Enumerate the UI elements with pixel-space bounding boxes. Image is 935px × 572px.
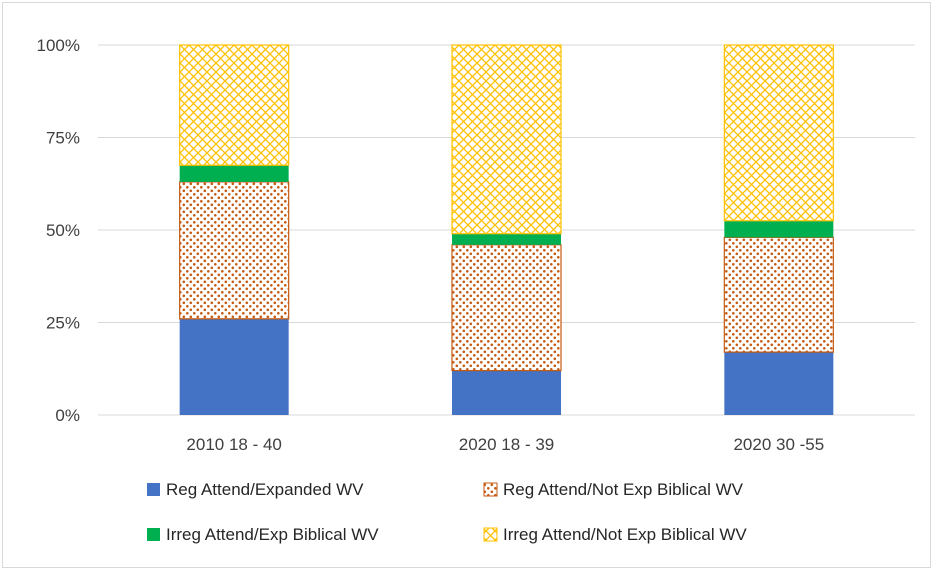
legend-swatch [147,528,160,541]
bar-segment-reg-not-exp [723,236,834,353]
bar-segment-reg-not-exp [179,181,290,320]
x-tick-label: 2010 18 - 40 [186,435,281,454]
x-tick-label: 2020 30 -55 [733,435,824,454]
bar-segment-irreg-not-exp [723,44,834,222]
bar-segment-reg-expanded [452,370,561,415]
legend: Reg Attend/Expanded WV Reg Attend/Not Exp… [147,480,747,544]
legend-swatch [147,483,160,496]
legend-swatch [483,482,498,497]
y-tick-label: 100% [37,36,80,55]
x-tick-label: 2020 18 - 39 [459,435,554,454]
bar-segment-irreg-exp [179,165,289,182]
y-tick-label: 75% [46,129,80,148]
legend-label: Irreg Attend/Not Exp Biblical WV [503,525,747,544]
bar-segment-irreg-not-exp [451,44,562,235]
bar-segment-reg-expanded [724,352,834,415]
legend-label: Reg Attend/Expanded WV [166,480,364,499]
bar-segment-irreg-exp [724,220,834,238]
y-axis-tick-labels: 0% 25% 50% 75% 100% [37,36,80,425]
y-tick-label: 0% [55,406,80,425]
bars [179,44,834,415]
bar-segment-irreg-not-exp [179,44,290,166]
legend-label: Reg Attend/Not Exp Biblical WV [503,480,744,499]
legend-label: Irreg Attend/Exp Biblical WV [166,525,379,544]
bar-segment-reg-expanded [179,318,289,415]
y-tick-label: 50% [46,221,80,240]
bar-segment-irreg-exp [452,233,561,245]
x-axis-tick-labels: 2010 18 - 40 2020 18 - 39 2020 30 -55 [186,435,824,454]
legend-swatch [483,527,498,542]
bar-segment-reg-not-exp [451,244,562,372]
y-tick-label: 25% [46,314,80,333]
